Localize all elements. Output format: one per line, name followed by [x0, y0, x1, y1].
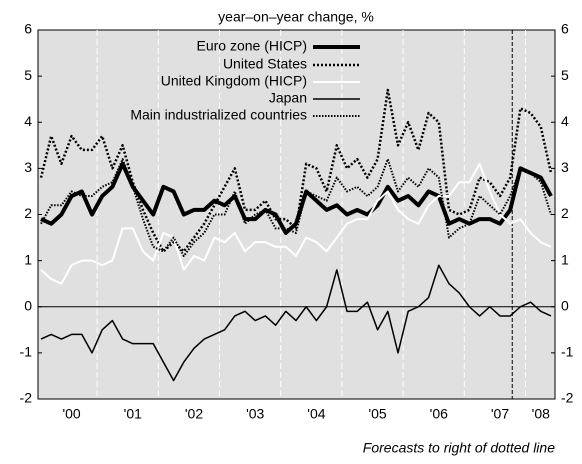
x-tick-label: '08 [532, 406, 550, 422]
y-tick-label-right: 6 [561, 21, 569, 37]
x-tick-label: '06 [430, 406, 448, 422]
y-tick-label: 6 [24, 21, 32, 37]
legend-label: Euro zone (HICP) [197, 38, 307, 54]
y-tick-label: 4 [24, 113, 32, 129]
legend-label: United Kingdom (HICP) [161, 73, 307, 89]
y-tick-label: -2 [20, 390, 33, 406]
y-tick-label-right: -2 [561, 390, 574, 406]
plot-area [37, 29, 556, 400]
y-tick-label-right: 4 [561, 113, 569, 129]
x-tick-label: '05 [368, 406, 386, 422]
y-tick-label-right: -1 [561, 344, 574, 360]
chart-title: year–on–year change, % [218, 9, 374, 25]
y-tick-label: -1 [20, 344, 33, 360]
y-tick-label-right: 5 [561, 67, 569, 83]
x-tick-label: '02 [185, 406, 203, 422]
x-tick-label: '03 [246, 406, 264, 422]
y-tick-label-right: 2 [561, 205, 569, 221]
y-tick-label: 2 [24, 205, 32, 221]
x-tick-label: '00 [62, 406, 80, 422]
x-tick-label: '04 [307, 406, 325, 422]
y-tick-label: 5 [24, 67, 32, 83]
series-line [39, 88, 553, 253]
legend-label: Japan [269, 90, 307, 106]
legend-label: Main industrialized countries [130, 107, 307, 123]
x-tick-label: '07 [491, 406, 509, 422]
y-tick-label: 0 [24, 297, 32, 313]
x-tick-label: '01 [124, 406, 142, 422]
y-tick-label: 3 [24, 159, 32, 175]
legend-label: United States [223, 56, 307, 72]
series-line [40, 162, 552, 285]
y-tick-label-right: 3 [561, 159, 569, 175]
y-tick-label: 1 [24, 251, 32, 267]
y-tick-label-right: 0 [561, 297, 569, 313]
series-line [40, 264, 552, 382]
series-line [40, 158, 552, 258]
annotation: Forecasts to right of dotted line [363, 440, 555, 456]
y-tick-label-right: 1 [561, 251, 569, 267]
